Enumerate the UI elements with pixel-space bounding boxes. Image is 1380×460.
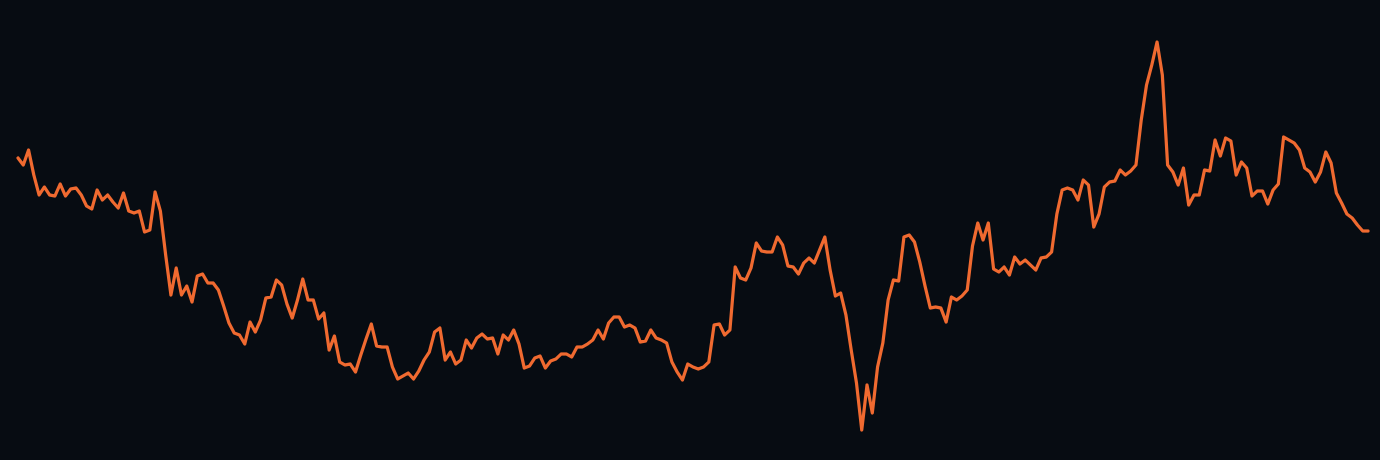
data-line (16, 40, 1370, 432)
